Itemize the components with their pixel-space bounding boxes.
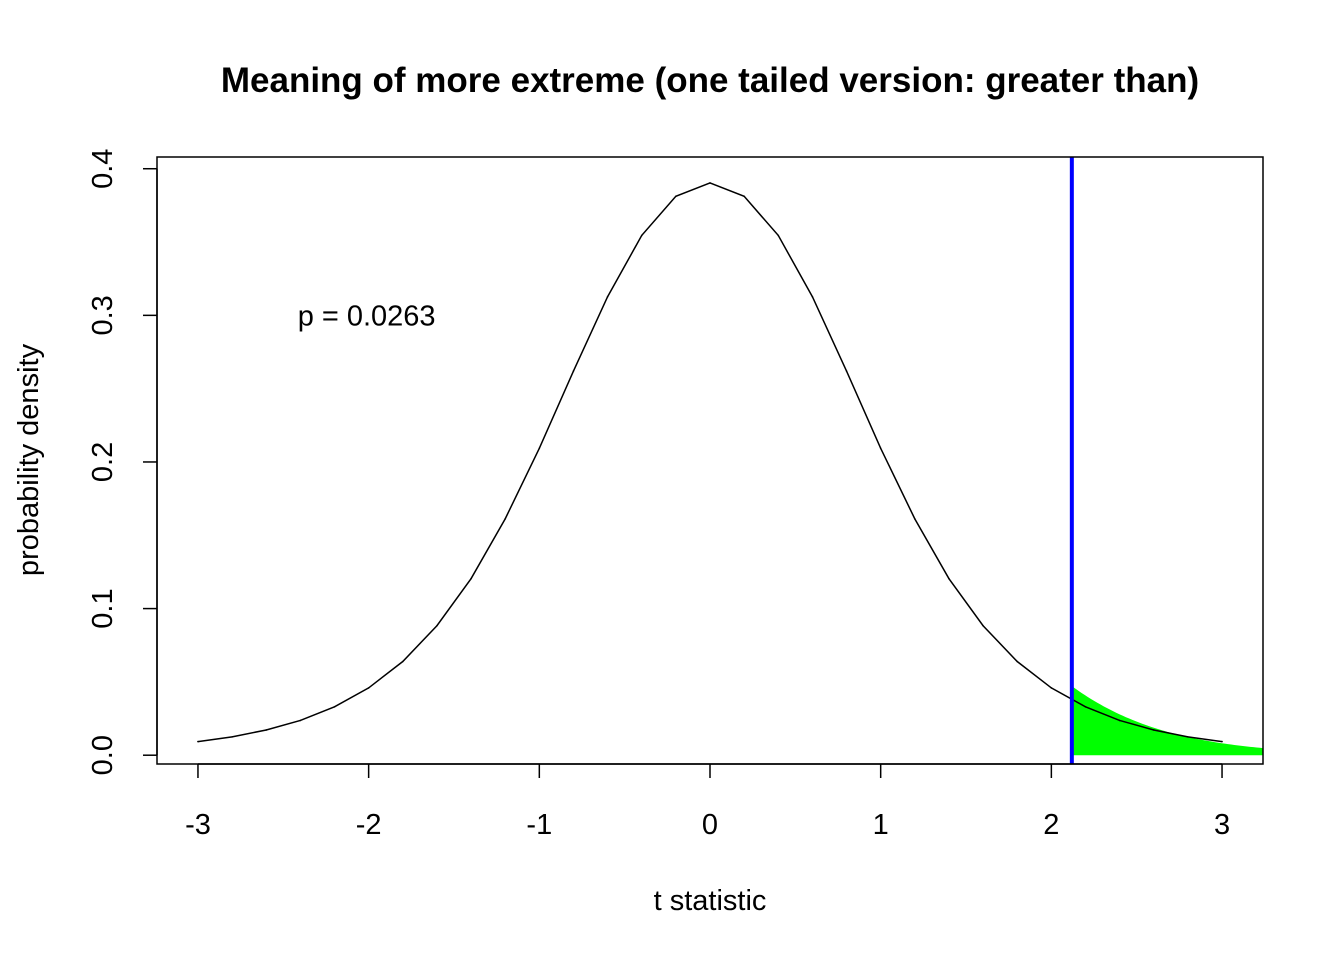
curve-point bbox=[401, 660, 404, 663]
curve-point bbox=[1118, 719, 1121, 722]
curve-point bbox=[948, 577, 950, 580]
curve-point bbox=[1187, 736, 1189, 738]
curve-point bbox=[743, 195, 745, 198]
y-tick-label: 0.4 bbox=[87, 149, 119, 189]
curve-point bbox=[1050, 687, 1053, 689]
curve-point bbox=[811, 295, 814, 298]
x-tick-label: 3 bbox=[1214, 809, 1230, 841]
curve-point bbox=[231, 736, 233, 738]
curve-point bbox=[333, 706, 336, 708]
x-tick-label: -1 bbox=[526, 809, 552, 841]
chart-title: Meaning of more extreme (one tailed vers… bbox=[221, 61, 1199, 100]
y-tick-label: 0.3 bbox=[87, 295, 119, 335]
x-axis: -3 -2 -1 0 1 2 3 bbox=[185, 763, 1230, 841]
y-tick-label: 0.2 bbox=[87, 442, 119, 482]
y-tick-label: 0.0 bbox=[87, 735, 119, 775]
x-axis-label: t statistic bbox=[654, 885, 767, 917]
density-curve-layer bbox=[197, 182, 1223, 743]
curve-point bbox=[299, 719, 302, 722]
curve-point bbox=[1016, 660, 1019, 663]
x-tick-label: -2 bbox=[356, 809, 382, 841]
curve-point bbox=[675, 195, 677, 198]
curve-point bbox=[197, 740, 199, 743]
curve-point bbox=[982, 624, 984, 627]
curve-point bbox=[845, 370, 848, 372]
curve-point bbox=[606, 295, 609, 298]
x-tick-label: 2 bbox=[1043, 809, 1059, 841]
curve-point bbox=[914, 518, 916, 520]
p-value-annotation: p = 0.0263 bbox=[298, 300, 436, 332]
shaded-tail-area bbox=[1071, 686, 1263, 756]
shaded-tail-layer bbox=[1071, 686, 1263, 756]
curve-point bbox=[538, 447, 541, 450]
x-tick-label: 1 bbox=[873, 809, 889, 841]
y-tick-label: 0.1 bbox=[87, 588, 119, 628]
curve-point bbox=[1084, 706, 1087, 708]
curve-point bbox=[572, 370, 575, 372]
curve-point bbox=[504, 518, 506, 520]
curve-point bbox=[1152, 729, 1155, 731]
curve-point bbox=[470, 577, 472, 580]
x-tick-label: 0 bbox=[702, 809, 718, 841]
y-axis: 0.0 0.1 0.2 0.3 0.4 bbox=[87, 149, 158, 775]
curve-point bbox=[777, 234, 780, 237]
curve-point bbox=[265, 729, 268, 731]
curve-point bbox=[1221, 740, 1223, 743]
curve-point bbox=[879, 447, 882, 450]
curve-point bbox=[367, 687, 370, 689]
curve-point bbox=[709, 182, 711, 184]
y-axis-label: probability density bbox=[13, 343, 45, 576]
x-tick-label: -3 bbox=[185, 809, 211, 841]
curve-point bbox=[436, 624, 438, 627]
curve-point bbox=[640, 234, 643, 237]
